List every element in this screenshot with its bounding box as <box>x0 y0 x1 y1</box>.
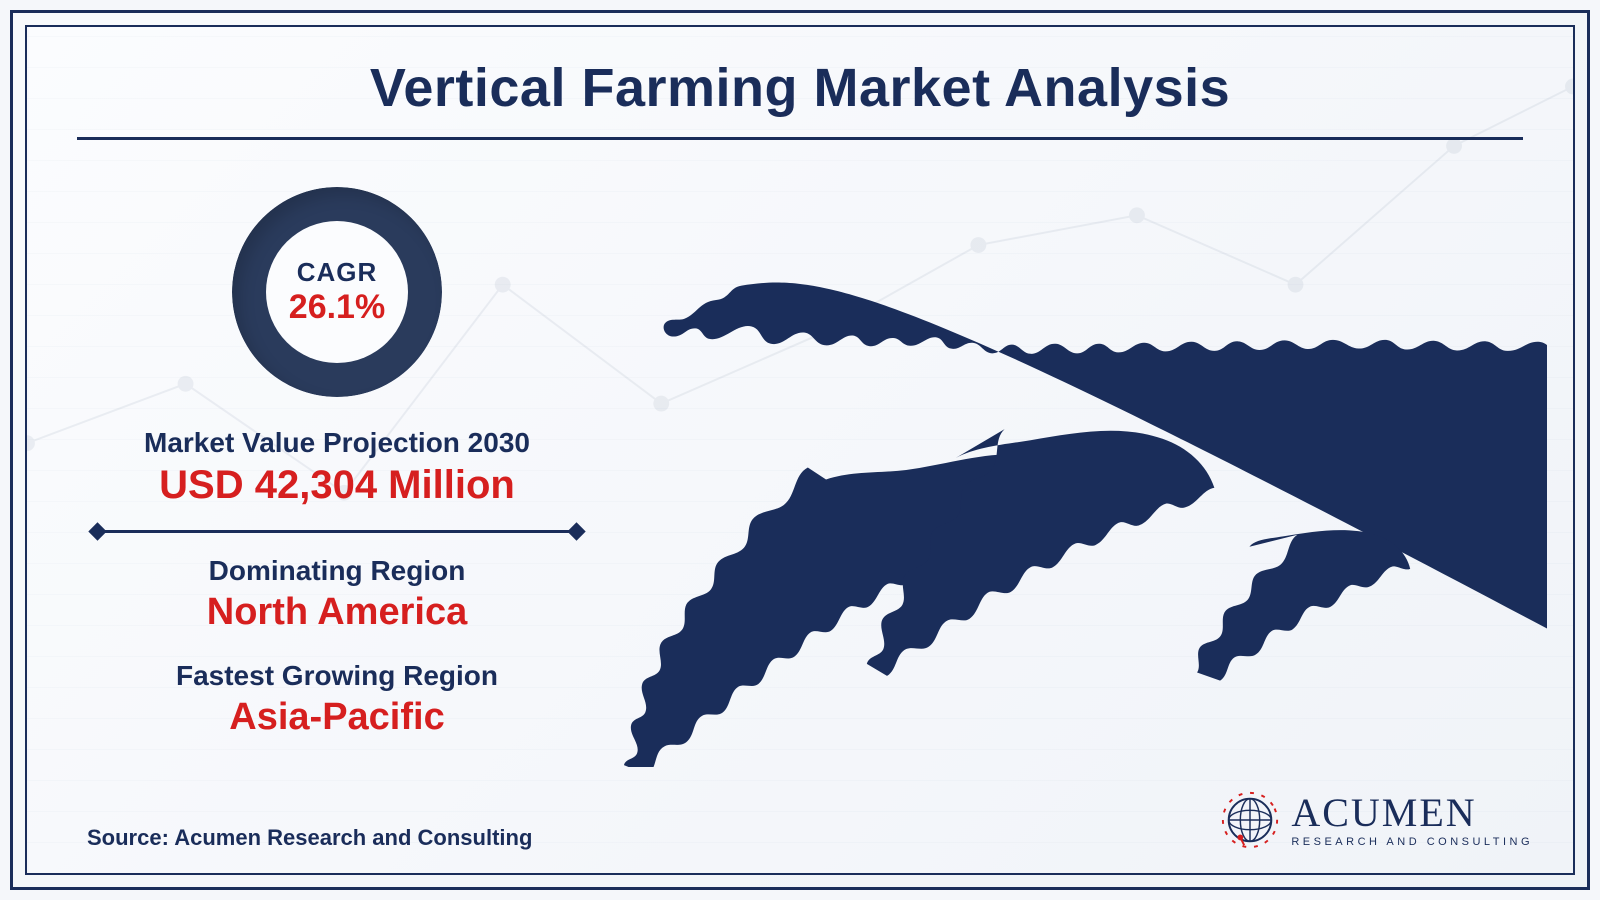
stats-divider <box>97 530 577 533</box>
page-title: Vertical Farming Market Analysis <box>27 57 1573 119</box>
projection-value: USD 42,304 Million <box>87 463 587 508</box>
outer-frame: Vertical Farming Market Analysis CAGR 26… <box>10 10 1590 890</box>
fastest-value: Asia-Pacific <box>87 696 587 739</box>
logo-name: ACUMEN <box>1291 793 1533 833</box>
projection-block: Market Value Projection 2030 USD 42,304 … <box>87 427 587 508</box>
brand-logo: ACUMEN RESEARCH AND CONSULTING <box>1219 789 1533 851</box>
dominating-label: Dominating Region <box>87 555 587 587</box>
title-underline <box>77 137 1523 140</box>
cagr-inner: CAGR 26.1% <box>266 221 408 363</box>
logo-text: ACUMEN RESEARCH AND CONSULTING <box>1291 793 1533 848</box>
cagr-label: CAGR <box>297 257 378 288</box>
stats-column: CAGR 26.1% Market Value Projection 2030 … <box>87 187 587 739</box>
fastest-label: Fastest Growing Region <box>87 660 587 692</box>
logo-tagline: RESEARCH AND CONSULTING <box>1291 837 1533 848</box>
cagr-value: 26.1% <box>289 288 385 327</box>
globe-icon <box>1219 789 1281 851</box>
dominating-value: North America <box>87 591 587 634</box>
source-text: Source: Acumen Research and Consulting <box>87 825 532 851</box>
dominating-block: Dominating Region North America <box>87 555 587 634</box>
projection-label: Market Value Projection 2030 <box>87 427 587 459</box>
fastest-block: Fastest Growing Region Asia-Pacific <box>87 660 587 739</box>
world-map-icon <box>587 207 1547 767</box>
inner-frame: Vertical Farming Market Analysis CAGR 26… <box>25 25 1575 875</box>
cagr-ring: CAGR 26.1% <box>232 187 442 397</box>
